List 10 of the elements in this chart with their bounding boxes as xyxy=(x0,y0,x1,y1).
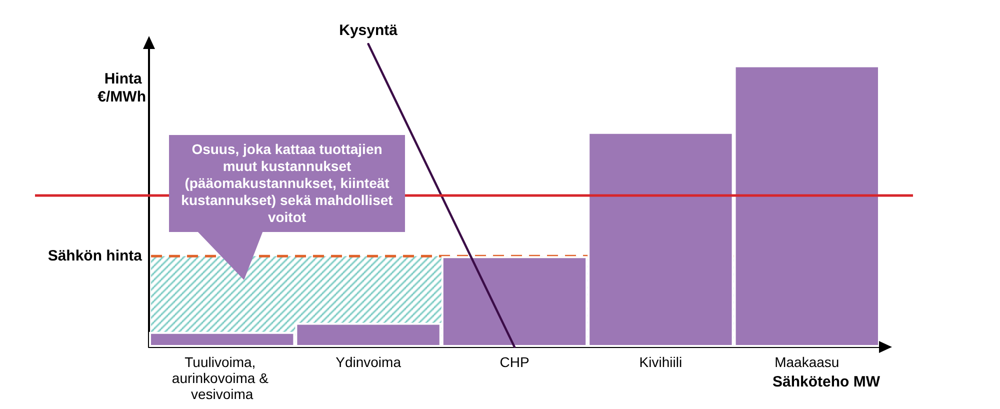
x-tick-label: Kivihiili xyxy=(639,354,682,370)
x-tick-label: Maakaasu xyxy=(774,354,840,370)
x-axis-title: Sähköteho MW xyxy=(772,374,881,390)
series-label: Kysyntä xyxy=(339,22,398,39)
x-tick-label: CHP xyxy=(500,354,530,370)
x-tick-label: Tuulivoima, aurinkovoima & vesivoima xyxy=(172,354,272,402)
y-axis-title: Hinta €/MWh xyxy=(98,70,146,106)
ref-line-label: Sähkön hinta xyxy=(48,248,143,265)
x-tick-label: Ydinvoima xyxy=(336,354,402,370)
annotation: Osuus, joka kattaa tuottajien muut kustannukset (pääomakustannukset, kiinteät kustannukset) sekä mahdolliset voitot xyxy=(169,135,405,232)
